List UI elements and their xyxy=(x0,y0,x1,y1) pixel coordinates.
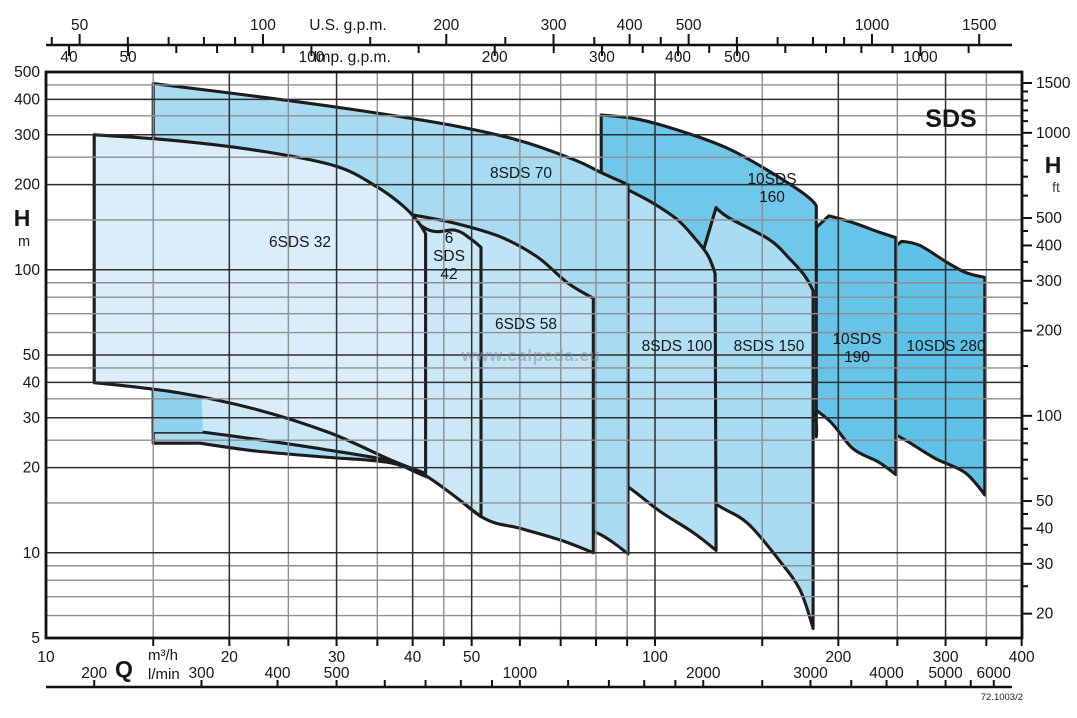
us-gpm-tick-label: 100 xyxy=(250,17,276,34)
h-m-tick-label: 200 xyxy=(14,177,40,194)
region-label-10sds-190: 10SDS xyxy=(832,331,881,348)
h-m-tick-label: 100 xyxy=(14,262,40,279)
h-ft-tick-label: 1000 xyxy=(1036,125,1071,142)
h-right-axis-title: H xyxy=(1045,152,1062,178)
chart-title: SDS xyxy=(925,105,976,133)
q-axis-title: Q xyxy=(115,656,133,682)
lmin-tick-label: 500 xyxy=(324,665,350,682)
region-overlap-patch xyxy=(153,386,203,433)
region-label-10sds-160: 160 xyxy=(759,189,785,206)
region-label-10sds-280: 10SDS 280 xyxy=(906,338,986,355)
imp-gpm-tick-label: 200 xyxy=(482,49,508,66)
us-gpm-tick-label: 1500 xyxy=(962,17,997,34)
h-m-tick-label: 30 xyxy=(23,410,41,427)
m3h-tick-label: 200 xyxy=(825,649,851,666)
lmin-tick-label: 3000 xyxy=(793,665,828,682)
drawing-code: 72.1003/2 xyxy=(981,692,1023,703)
plot-frame xyxy=(44,70,1024,640)
m3h-tick-label: 40 xyxy=(404,649,422,666)
region-label-6sds-32: 6SDS 32 xyxy=(269,234,331,251)
us-gpm-tick-label: 50 xyxy=(71,17,89,34)
imp-gpm-tick-label: 400 xyxy=(665,49,691,66)
lmin-tick-label: 4000 xyxy=(869,665,904,682)
q-axis-unit-m3h: m³/h xyxy=(148,647,178,664)
m3h-tick-label: 10 xyxy=(37,649,55,666)
h-m-tick-label: 500 xyxy=(14,64,40,81)
h-m-tick-label: 10 xyxy=(23,545,41,562)
imp-gpm-tick-label: 500 xyxy=(724,49,750,66)
h-left-axis-unit: m xyxy=(18,234,30,250)
us-gpm-tick-label: 200 xyxy=(433,17,459,34)
h-ft-tick-label: 50 xyxy=(1036,493,1054,510)
lmin-tick-label: 200 xyxy=(81,665,107,682)
imp-gpm-tick-label: 300 xyxy=(589,49,615,66)
h-m-tick-label: 20 xyxy=(23,460,41,477)
h-ft-tick-label: 500 xyxy=(1036,210,1062,227)
m3h-tick-label: 20 xyxy=(221,649,239,666)
m3h-tick-label: 50 xyxy=(463,649,481,666)
h-m-tick-label: 5 xyxy=(31,630,40,647)
region-label-8sds-150: 8SDS 150 xyxy=(734,338,805,355)
h-ft-tick-label: 1500 xyxy=(1036,75,1071,92)
m3h-tick-label: 100 xyxy=(642,649,668,666)
h-ft-tick-label: 200 xyxy=(1036,323,1062,340)
lmin-tick-label: 2000 xyxy=(686,665,721,682)
us-gpm-axis-title: U.S. g.p.m. xyxy=(309,17,387,34)
h-right-axis-unit: ft xyxy=(1052,179,1060,195)
region-label-6-sds-42: SDS xyxy=(433,248,465,265)
h-left-axis-title: H xyxy=(14,205,31,231)
watermark: www.calpeda.eu xyxy=(461,346,601,365)
lmin-tick-label: 1000 xyxy=(503,665,538,682)
h-ft-tick-label: 30 xyxy=(1036,556,1054,573)
imp-gpm-tick-label: 50 xyxy=(119,49,137,66)
region-label-10sds-160: 10SDS xyxy=(747,171,796,188)
h-ft-tick-label: 40 xyxy=(1036,520,1054,537)
us-gpm-tick-label: 500 xyxy=(676,17,702,34)
m3h-tick-label: 400 xyxy=(1009,649,1035,666)
h-m-tick-label: 300 xyxy=(14,127,40,144)
region-label-8sds-70: 8SDS 70 xyxy=(490,165,552,182)
imp-gpm-tick-label: 1000 xyxy=(903,49,938,66)
us-gpm-tick-label: 400 xyxy=(617,17,643,34)
us-gpm-tick-label: 300 xyxy=(541,17,567,34)
lmin-tick-label: 6000 xyxy=(977,665,1012,682)
region-label-8sds-100: 8SDS 100 xyxy=(642,338,713,355)
h-ft-tick-label: 20 xyxy=(1036,606,1054,623)
lmin-tick-label: 400 xyxy=(265,665,291,682)
imp-gpm-axis-title: Imp. g.p.m. xyxy=(313,49,391,66)
h-ft-tick-label: 100 xyxy=(1036,408,1062,425)
region-label-10sds-190: 190 xyxy=(844,349,870,366)
imp-gpm-tick-label: 40 xyxy=(60,49,78,66)
q-axis-unit-lmin: l/min xyxy=(148,666,180,683)
lmin-tick-label: 300 xyxy=(189,665,215,682)
region-label-6-sds-42: 42 xyxy=(440,266,457,283)
imp-gpm-tick-label: 100 xyxy=(298,49,324,66)
h-ft-tick-label: 400 xyxy=(1036,237,1062,254)
h-m-tick-label: 400 xyxy=(14,91,40,108)
m3h-tick-label: 300 xyxy=(933,649,959,666)
m3h-tick-label: 30 xyxy=(328,649,346,666)
h-ft-tick-label: 300 xyxy=(1036,273,1062,290)
lmin-tick-label: 5000 xyxy=(928,665,963,682)
us-gpm-tick-label: 1000 xyxy=(855,17,890,34)
h-m-tick-label: 50 xyxy=(23,347,41,364)
region-label-6sds-58: 6SDS 58 xyxy=(495,316,557,333)
h-m-tick-label: 40 xyxy=(23,374,41,391)
region-label-6-sds-42: 6 xyxy=(445,230,454,247)
